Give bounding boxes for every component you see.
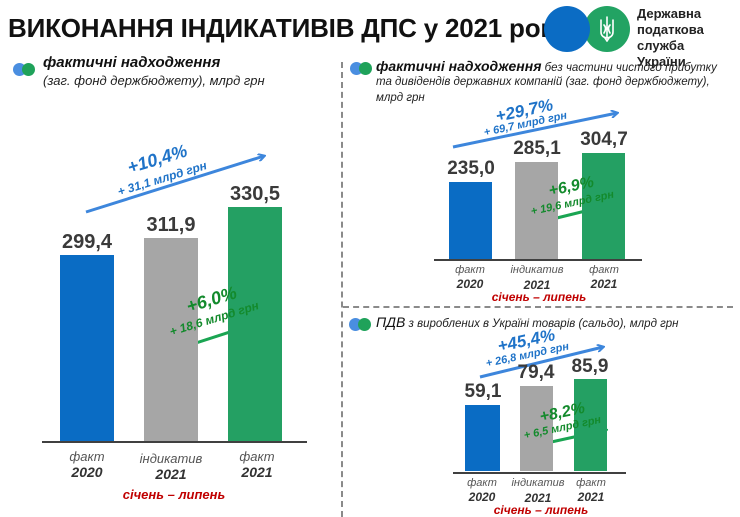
value-indicative-2021: 79,4 [517, 362, 555, 383]
heading-bold: фактичні надходження [376, 58, 542, 74]
xlabel-3-line1: факт [576, 477, 606, 489]
x-axis-line [42, 441, 307, 443]
value-fact-2020: 299,4 [61, 231, 113, 253]
xlabel-1-line2: 2020 [468, 490, 496, 504]
logo-line-3: служба України [637, 38, 686, 69]
panel-top-right-heading-line3: млрд грн [376, 92, 425, 104]
bar-fact-2021 [582, 153, 625, 259]
logo-blue-circle [544, 6, 590, 52]
bar-fact-2020 [60, 255, 114, 441]
bullet-green-dot [22, 63, 35, 76]
bar-fact-2021 [228, 207, 282, 441]
value-indicative-2021: 285,1 [513, 138, 561, 159]
heading-rest: без частини чистого прибутку [541, 62, 717, 74]
value-indicative-2021: 311,9 [146, 214, 196, 236]
bullet-green-dot [359, 62, 372, 75]
xlabel-3-line1: факт [239, 449, 275, 464]
value-fact-2020: 59,1 [464, 381, 502, 402]
bullet-green-dot [358, 318, 371, 331]
x-axis-line [453, 472, 626, 474]
xlabel-1-line1: факт [467, 477, 497, 489]
panel-left-heading: фактичні надходження [43, 54, 221, 71]
bar-fact-2021 [574, 379, 607, 471]
xlabel-2-line2: 2021 [155, 466, 187, 482]
heading-main: ПДВ [376, 314, 406, 330]
xlabel-3-line2: 2021 [577, 490, 605, 504]
value-fact-2021: 304,7 [580, 129, 628, 150]
value-fact-2020: 235,0 [447, 158, 495, 179]
horizontal-divider [343, 306, 733, 308]
trident-icon [600, 16, 614, 42]
panel-bottom-right-heading: ПДВ з вироблених в Україні товарів (саль… [376, 314, 679, 332]
period-label: січень – липень [122, 487, 226, 502]
xlabel-3-line2: 2021 [590, 277, 618, 291]
logo-line-2: податкова [637, 22, 704, 37]
xlabel-1-line1: факт [69, 449, 105, 464]
page-title: ВИКОНАННЯ ІНДИКАТИВІВ ДПС у 2021 році [8, 13, 564, 43]
panel-left-subheading: (заг. фонд держбюджету), млрд грн [43, 73, 265, 88]
xlabel-1-line1: факт [455, 264, 485, 276]
xlabel-2-line2: 2021 [523, 278, 551, 292]
bar-fact-2020 [465, 405, 500, 471]
bar-indicative-2021 [144, 238, 198, 441]
x-axis-line [434, 259, 642, 261]
panel-top-right-heading-line2: та дивідендів державних компаній (заг. ф… [376, 76, 710, 88]
xlabel-2-line1: індикатив [139, 451, 203, 466]
xlabel-2-line1: індикатив [510, 264, 564, 276]
bar-indicative-2021 [520, 386, 553, 471]
vertical-divider [341, 62, 343, 517]
period-label: січень – липень [491, 290, 587, 304]
bar-fact-2020 [449, 182, 492, 259]
logo-text: Державна податкова служба України [637, 6, 704, 70]
xlabel-3-line1: факт [589, 264, 619, 276]
xlabel-2-line2: 2021 [524, 491, 552, 505]
bar-indicative-2021 [515, 162, 558, 259]
panel-top-right-heading: фактичні надходження без частини чистого… [376, 58, 717, 74]
heading-rest: з вироблених в Україні товарів (сальдо),… [405, 318, 679, 330]
xlabel-1-line2: 2020 [456, 277, 484, 291]
xlabel-3-line2: 2021 [241, 464, 273, 480]
logo-line-1: Державна [637, 6, 702, 21]
value-fact-2021: 85,9 [571, 356, 609, 377]
period-label: січень – липень [493, 503, 589, 517]
value-fact-2021: 330,5 [229, 183, 281, 205]
xlabel-1-line2: 2020 [71, 464, 103, 480]
xlabel-2-line1: індикатив [511, 477, 565, 489]
